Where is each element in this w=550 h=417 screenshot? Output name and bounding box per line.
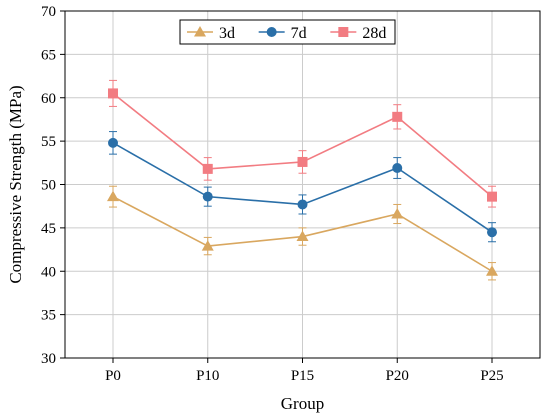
- legend-label: 3d: [219, 25, 235, 42]
- y-tick-label: 40: [41, 264, 56, 280]
- x-tick-label: P25: [480, 368, 503, 384]
- y-tick-label: 35: [41, 308, 56, 324]
- data-point: [297, 199, 308, 210]
- legend-label: 7d: [291, 25, 307, 42]
- data-point: [487, 191, 497, 202]
- legend-item-28d: 28d: [330, 25, 386, 42]
- y-tick-label: 70: [41, 4, 56, 20]
- series-3d: [107, 185, 498, 281]
- data-point: [296, 230, 309, 242]
- data-point: [391, 207, 404, 219]
- y-tick-label: 30: [41, 351, 56, 367]
- x-tick-label: P10: [196, 368, 219, 384]
- y-tick-label: 60: [41, 91, 56, 107]
- y-tick-label: 65: [41, 47, 56, 63]
- data-point: [487, 227, 497, 238]
- legend-item-7d: 7d: [258, 25, 307, 42]
- series-28d: [108, 79, 497, 208]
- data-point: [297, 156, 308, 167]
- y-tick-label: 50: [41, 178, 56, 194]
- data-point: [201, 240, 214, 251]
- legend-item-3d: 3d: [187, 25, 235, 42]
- x-tick-label: P20: [386, 368, 409, 384]
- x-axis-title: Group: [281, 394, 324, 413]
- data-point: [107, 190, 119, 202]
- y-tick-label: 45: [41, 221, 56, 237]
- data-point: [202, 191, 213, 202]
- legend-marker: [194, 26, 206, 37]
- data-point: [108, 137, 118, 148]
- data-point: [392, 163, 403, 174]
- data-point: [392, 111, 403, 122]
- axes: 30 35 40 45 50 55 60 65 70 P0 P10 P15 P20 P25: [41, 4, 504, 384]
- x-tick-label: P15: [291, 368, 314, 384]
- x-tick-label: P0: [105, 368, 121, 384]
- legend-marker: [338, 27, 349, 37]
- data-point: [202, 163, 213, 174]
- series-layer: [107, 79, 498, 281]
- y-axis-title: Compressive Strength (MPa): [6, 85, 25, 283]
- legend-marker: [266, 27, 277, 37]
- legend: 3d 7d 28d: [179, 19, 396, 45]
- data-point: [108, 88, 118, 99]
- series-7d: [108, 131, 497, 243]
- data-point: [486, 265, 498, 276]
- y-tick-label: 55: [41, 134, 56, 150]
- legend-frame: [179, 19, 396, 45]
- grid-lines: [65, 11, 540, 358]
- legend-label: 28d: [362, 25, 386, 42]
